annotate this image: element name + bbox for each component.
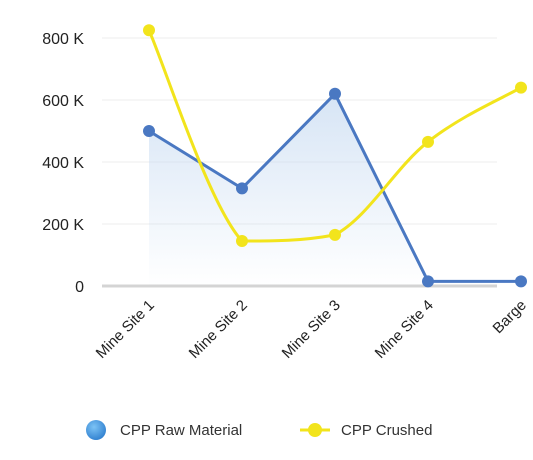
- x-tick-label: Mine Site 3: [279, 297, 344, 362]
- data-point: [422, 275, 434, 288]
- y-tick-label: 400 K: [42, 155, 84, 172]
- y-tick-label: 0: [75, 279, 84, 296]
- x-tick-label: Barge: [490, 297, 530, 337]
- x-tick-label: Mine Site 2: [186, 297, 251, 362]
- data-point: [143, 24, 155, 37]
- legend: CPP Raw Material CPP Crushed: [86, 420, 432, 440]
- legend-label-raw-material: CPP Raw Material: [120, 422, 242, 439]
- y-tick-label: 600 K: [42, 93, 84, 110]
- legend-label-crushed: CPP Crushed: [341, 422, 432, 439]
- series-area-0: [149, 93, 521, 286]
- data-point: [329, 87, 341, 100]
- data-point: [236, 235, 248, 248]
- x-axis-ticks: Mine Site 1 Mine Site 2 Mine Site 3 Mine Si…: [93, 297, 530, 362]
- x-tick-label: Mine Site 4: [372, 297, 437, 362]
- data-points: [143, 24, 527, 288]
- data-point: [515, 81, 527, 94]
- data-point: [329, 228, 341, 241]
- data-point: [515, 275, 527, 288]
- data-point: [422, 135, 434, 148]
- data-point: [143, 125, 155, 137]
- data-point: [236, 182, 248, 195]
- y-tick-label: 800 K: [42, 31, 84, 48]
- legend-marker-crushed: [308, 423, 322, 437]
- x-tick-label: Mine Site 1: [93, 297, 158, 362]
- y-tick-label: 200 K: [42, 217, 84, 234]
- legend-marker-raw-material: [86, 420, 106, 440]
- y-axis-ticks: 0 200 K 400 K 600 K 800 K: [42, 31, 84, 296]
- area-fill: [149, 93, 521, 286]
